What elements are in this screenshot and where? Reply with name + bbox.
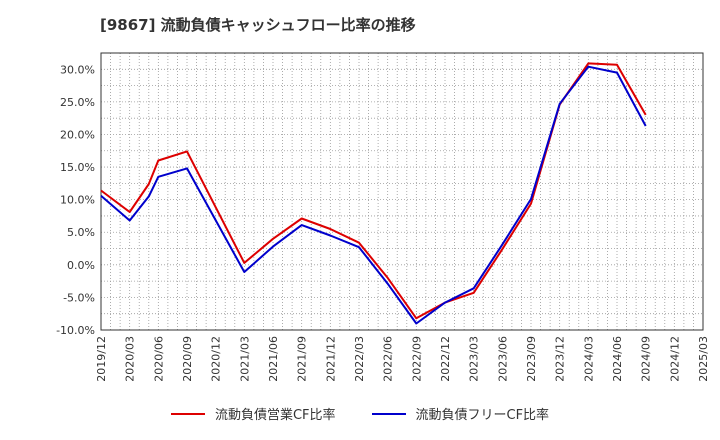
x-tick-label: 2021/06 [267, 336, 280, 382]
x-tick-label: 2022/06 [382, 336, 395, 382]
legend-swatch-operating-cf [170, 412, 205, 415]
x-tick-label: 2023/12 [554, 336, 567, 382]
x-tick-label: 2020/03 [124, 336, 137, 382]
y-tick-label: -5.0% [63, 291, 95, 304]
x-tick-label: 2024/12 [668, 336, 681, 382]
x-tick-label: 2021/12 [324, 336, 337, 382]
x-tick-label: 2024/06 [611, 336, 624, 382]
x-tick-label: 2024/09 [640, 336, 653, 382]
chart-title: [9867] 流動負債キャッシュフロー比率の推移 [100, 16, 416, 34]
x-tick-label: 2020/12 [210, 336, 223, 382]
y-tick-label: 20.0% [60, 128, 95, 141]
x-tick-label: 2025/03 [697, 336, 710, 382]
x-tick-label: 2023/06 [496, 336, 509, 382]
legend-label-operating-cf: 流動負債営業CF比率 [214, 408, 336, 423]
x-tick-label: 2023/09 [525, 336, 538, 382]
x-tick-label: 2021/03 [238, 336, 251, 382]
x-tick-label: 2021/09 [296, 336, 309, 382]
chart-legend: 流動負債営業CF比率 流動負債フリーCF比率 [0, 404, 720, 423]
y-tick-label: 25.0% [60, 96, 95, 109]
legend-label-free-cf: 流動負債フリーCF比率 [415, 408, 550, 423]
x-tick-label: 2020/06 [152, 336, 165, 382]
series-line-free-cf [100, 65, 647, 325]
x-tick-label: 2019/12 [95, 336, 108, 382]
y-tick-label: 0.0% [67, 259, 95, 272]
y-tick-label: 30.0% [60, 63, 95, 76]
x-tick-label: 2020/09 [181, 336, 194, 382]
legend-item-free-cf: 流動負債フリーCF比率 [371, 404, 550, 423]
plot-area [101, 53, 703, 330]
y-tick-label: 5.0% [67, 226, 95, 239]
y-tick-label: 10.0% [60, 194, 95, 207]
legend-swatch-free-cf [371, 412, 406, 415]
y-tick-label: 15.0% [60, 161, 95, 174]
legend-item-operating-cf: 流動負債営業CF比率 [170, 404, 336, 423]
x-tick-label: 2022/09 [410, 336, 423, 382]
x-tick-label: 2022/12 [439, 336, 452, 382]
y-tick-label: -10.0% [56, 324, 95, 337]
x-tick-label: 2023/03 [468, 336, 481, 382]
x-tick-label: 2024/03 [582, 336, 595, 382]
x-tick-label: 2022/03 [353, 336, 366, 382]
